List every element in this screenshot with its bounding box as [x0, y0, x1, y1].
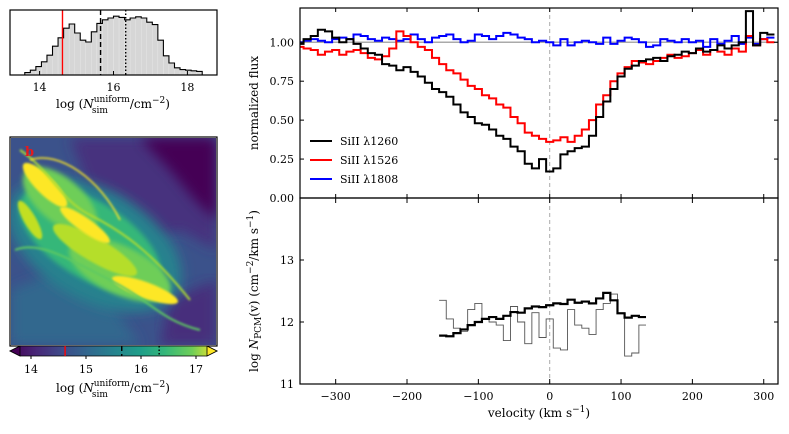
column-density-frame — [299, 197, 779, 385]
legend-label: SiII λ1260 — [340, 135, 398, 148]
colorbar-tick-label: 15 — [79, 363, 93, 376]
flux-y-ticks: 0.00 0.25 0.50 0.75 1.00 — [270, 8, 778, 205]
histogram-bar — [41, 61, 48, 76]
colorbar-tick-label: 16 — [134, 363, 148, 376]
histogram-bar — [80, 40, 86, 76]
histogram-bar — [185, 69, 192, 76]
histogram-tick-label: 16 — [107, 81, 121, 94]
colorbar: 14 15 16 17 log (Nuniform sim/cm−2) — [9, 345, 218, 400]
flux-tick-label: 1.00 — [270, 36, 295, 49]
colorbar-label: log (Nuniform sim/cm−2) — [56, 379, 170, 400]
flux-frame — [299, 7, 779, 199]
histogram-bar — [118, 17, 125, 76]
panel-letter: b — [25, 145, 34, 160]
flux-tick-label: 0.75 — [270, 75, 295, 88]
histogram-bar — [129, 17, 136, 76]
legend-label: SiII λ1526 — [340, 154, 398, 167]
histogram-bar — [113, 16, 120, 76]
histogram-bars — [24, 15, 203, 76]
column-density-y-ticks: 11 12 13 — [280, 254, 778, 391]
histogram-bar — [96, 23, 103, 76]
flux-series-line — [300, 10, 775, 173]
histogram-bar — [107, 17, 114, 76]
velocity-tick-label: −300 — [321, 390, 351, 403]
column-density-map: b — [9, 136, 218, 347]
velocity-x-ticks: −300 −200 −100 0 100 200 300 — [321, 194, 774, 403]
histogram-bar — [163, 55, 170, 76]
flux-tick-label: 0.00 — [270, 192, 295, 205]
velocity-tick-label: 0 — [546, 390, 553, 403]
histogram-bar — [74, 32, 81, 76]
histogram-tick-label: 14 — [33, 81, 47, 94]
histogram-bar — [30, 69, 37, 76]
histogram-bar — [152, 24, 159, 76]
histogram-bar — [46, 55, 53, 76]
flux-tick-label: 0.25 — [270, 153, 295, 166]
histogram-x-label: log (Nuniform sim/cm−2) — [56, 95, 170, 116]
histogram-bar — [157, 40, 164, 76]
colorbar-markers — [64, 346, 160, 356]
column-density-series — [439, 291, 647, 357]
colorbar-tick-label: 17 — [189, 363, 203, 376]
flux-y-label: normalized flux — [247, 56, 261, 151]
velocity-tick-label: −100 — [463, 390, 493, 403]
colorbar-strip — [9, 345, 218, 357]
colorbar-ticks: 14 15 16 17 — [24, 356, 203, 376]
histogram-x-ticks: 14 16 18 — [33, 71, 194, 94]
histogram-bar — [85, 41, 92, 76]
column-density-panel: 11 12 13 −300 −200 −100 0 100 200 300 log NPCM(v… — [246, 194, 779, 420]
histogram-tick-label: 18 — [180, 81, 194, 94]
velocity-tick-label: 300 — [753, 390, 774, 403]
column-density-histogram: 14 16 18 log (Nuniform sim/cm−2) — [9, 9, 218, 116]
velocity-tick-label: −200 — [392, 390, 422, 403]
flux-tick-label: 0.50 — [270, 114, 295, 127]
histogram-bar — [141, 17, 147, 76]
histogram-bar — [190, 70, 197, 76]
flux-panel: 0.00 0.25 0.50 0.75 1.00 normalized flux SiI… — [247, 7, 779, 205]
column-density-tick-label: 12 — [280, 316, 294, 329]
legend-label: SiII λ1808 — [340, 173, 398, 186]
histogram-bar — [174, 67, 181, 76]
legend: SiII λ1260 SiII λ1526 SiII λ1808 — [310, 135, 398, 186]
column-density-y-label: log NPCM(v) (cm−2/km s−1) — [246, 210, 264, 372]
histogram-bar — [179, 69, 186, 76]
column-density-tick-label: 13 — [280, 254, 294, 267]
histogram-bar — [68, 23, 75, 76]
colorbar-tick-label: 14 — [24, 363, 38, 376]
velocity-tick-label: 100 — [611, 390, 632, 403]
histogram-bar — [35, 66, 42, 76]
histogram-bar — [168, 62, 175, 76]
histogram-bar — [91, 31, 98, 76]
histogram-reference-lines — [61, 10, 127, 75]
column-density-tick-label: 11 — [280, 378, 294, 391]
histogram-bar — [102, 19, 109, 76]
flux-series — [300, 10, 775, 173]
histogram-bar — [146, 22, 153, 76]
flux-series-line — [300, 31, 775, 48]
histogram-outline — [24, 15, 203, 75]
velocity-tick-label: 200 — [682, 390, 703, 403]
histogram-bar — [52, 46, 59, 76]
histogram-bar — [63, 28, 70, 76]
velocity-x-label: velocity (km s−1) — [487, 405, 590, 420]
histogram-bar — [135, 16, 142, 76]
column-density-thick-line — [439, 291, 647, 338]
